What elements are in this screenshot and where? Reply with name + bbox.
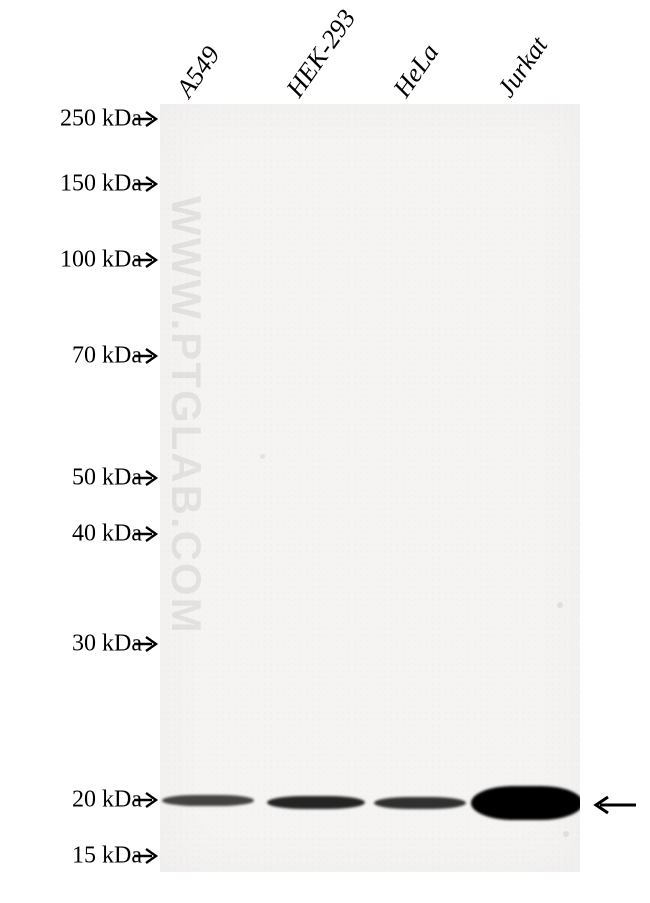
mw-marker-label: 40 kDa bbox=[72, 521, 142, 548]
speck bbox=[260, 454, 265, 459]
mw-marker-label: 30 kDa bbox=[72, 631, 142, 658]
membrane-noise bbox=[160, 104, 580, 872]
mw-marker-label: 50 kDa bbox=[72, 465, 142, 492]
mw-marker-label: 100 kDa bbox=[60, 247, 142, 274]
band bbox=[374, 797, 466, 809]
mw-marker-arrow-icon bbox=[134, 466, 160, 490]
band bbox=[267, 796, 365, 809]
mw-marker-label: 150 kDa bbox=[60, 171, 142, 198]
lane-label: A549 bbox=[170, 41, 226, 103]
speck bbox=[563, 831, 569, 837]
mw-marker-arrow-icon bbox=[134, 788, 160, 812]
mw-marker-arrow-icon bbox=[134, 522, 160, 546]
band bbox=[471, 786, 580, 820]
western-blot-figure: WWW.PTGLAB.COM 250 kDa150 kDa100 kDa70 k… bbox=[0, 0, 650, 903]
mw-marker-arrow-icon bbox=[134, 844, 160, 868]
mw-marker-arrow-icon bbox=[134, 107, 160, 131]
mw-marker-label: 250 kDa bbox=[60, 106, 142, 133]
mw-marker-label: 70 kDa bbox=[72, 343, 142, 370]
target-band-arrow-icon bbox=[590, 794, 636, 816]
band bbox=[162, 795, 254, 806]
blot-membrane bbox=[160, 104, 580, 872]
mw-marker-label: 15 kDa bbox=[72, 843, 142, 870]
lane-label: HeLa bbox=[387, 38, 445, 103]
lane-label: HEK-293 bbox=[280, 4, 362, 103]
mw-marker-arrow-icon bbox=[134, 172, 160, 196]
speck bbox=[557, 602, 563, 608]
mw-marker-label: 20 kDa bbox=[72, 787, 142, 814]
mw-marker-arrow-icon bbox=[134, 632, 160, 656]
lane-label: Jurkat bbox=[491, 31, 554, 103]
mw-marker-arrow-icon bbox=[134, 248, 160, 272]
mw-marker-arrow-icon bbox=[134, 344, 160, 368]
